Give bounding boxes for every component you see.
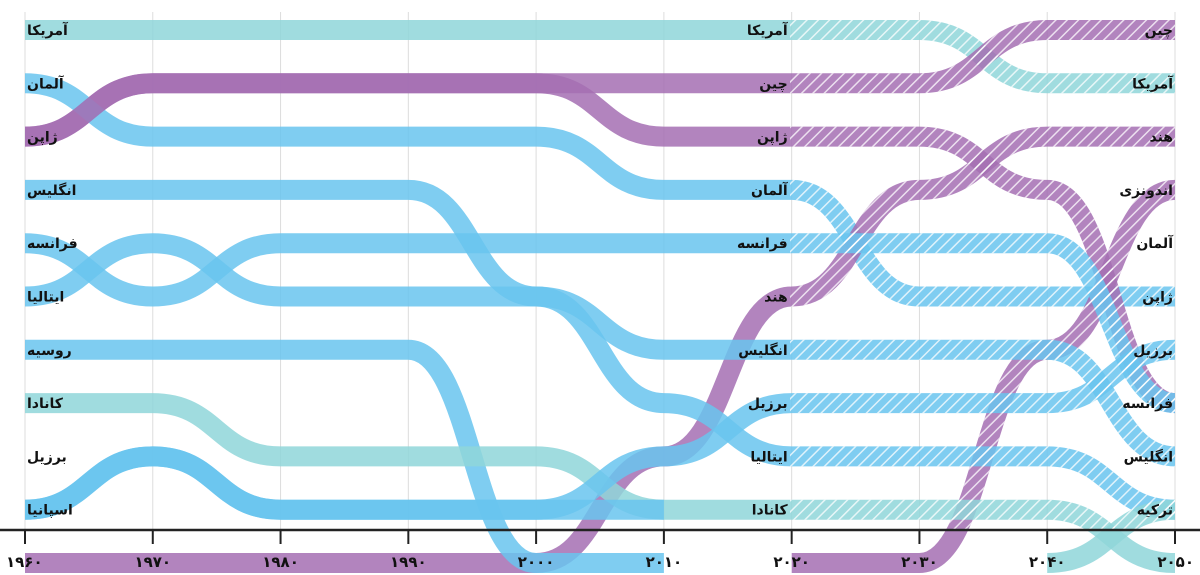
label-right-rank-7: برزیل xyxy=(1133,343,1173,359)
label-right-rank-3: هند xyxy=(1149,130,1173,146)
x-tick-label-2020: ۲۰۲۰ xyxy=(773,553,810,571)
series-projection-d8a7db8cd8aad8a7d984db8cd8a7 xyxy=(790,446,1176,520)
label-left-rank-3: ژاپن xyxy=(27,130,58,146)
x-tick-label-2050: ۲۰۵۰ xyxy=(1157,553,1194,571)
x-tick-label-2040: ۲۰۴۰ xyxy=(1029,553,1066,571)
label-left-rank-8: کانادا xyxy=(27,396,64,412)
label-right-rank-8: فرانسه xyxy=(1122,396,1173,412)
series-projection-d8a7d986daafd984db8cd8b3 xyxy=(790,339,1176,467)
series-band-d8a8d8b1d8b2db8cd984 xyxy=(24,339,1176,520)
label-right-rank-9: انگلیس xyxy=(1124,448,1173,465)
label-middle-rank-10: کانادا xyxy=(752,503,789,519)
label-middle-rank-9: ایتالیا xyxy=(750,449,787,465)
label-right-rank-2: آمریکا xyxy=(1132,74,1174,92)
x-axis: ۱۹۶۰ ۱۹۷۰ ۱۹۸۰ ۱۹۹۰ ۲۰۰۰ ۲۰۱۰ ۲۰۲۰ ۲۰۳۰ ۲۰۴۰ ۲۰۵۰ xyxy=(0,528,1200,571)
x-tick-label-1980: ۱۹۸۰ xyxy=(262,553,299,571)
series-projection-d987d986d8af xyxy=(790,126,1175,307)
label-right-rank-5: آلمان xyxy=(1136,234,1174,252)
x-tick-label-1960: ۱۹۶۰ xyxy=(6,553,43,571)
label-left-rank-5: فرانسه xyxy=(27,236,78,252)
series-projection-d981d8b1d8a7d986d8b3d987 xyxy=(790,233,1177,414)
label-middle-rank-5: فرانسه xyxy=(737,236,788,252)
series-projection-d8a8d8b1d8b2db8cd984 xyxy=(790,339,1176,414)
label-left-rank-9: برزیل xyxy=(27,449,67,465)
label-left-rank-7: روسیه xyxy=(27,343,72,359)
series-projection-d8aad8b1daa9db8cd987 xyxy=(1103,499,1176,530)
series-projection-d8a2d984d985d8a7d986 xyxy=(790,179,1175,307)
x-tick-label-2030: ۲۰۳۰ xyxy=(901,553,938,571)
x-tick-label-1970: ۱۹۷۰ xyxy=(134,553,171,571)
series-projection-daa9d8a7d986d8a7d8afd8a7 xyxy=(790,499,1120,530)
label-middle-rank-1: آمریکا xyxy=(747,21,789,39)
label-middle-rank-3: ژاپن xyxy=(757,130,788,146)
rank-labels: آمریکا آلمان ژاپن انگلیس فرانسه ایتالیا روسیه ک… xyxy=(27,21,1174,519)
label-middle-rank-7: انگلیس xyxy=(738,342,787,359)
projection-hatch-overlay xyxy=(790,19,1177,530)
series-projection-d8a7d986d8afd988d986d8b2db8c xyxy=(945,179,1177,530)
label-left-rank-6: ایتالیا xyxy=(27,290,64,306)
label-middle-rank-8: برزیل xyxy=(748,396,788,412)
series-projection-da86db8cd986 xyxy=(790,19,1175,94)
label-left-rank-4: انگلیس xyxy=(27,182,76,199)
series-band-d8b1d988d8b3db8cd987 xyxy=(25,339,664,574)
label-left-rank-2: آلمان xyxy=(27,74,65,92)
x-tick-label-1990: ۱۹۹۰ xyxy=(390,553,427,571)
label-right-rank-6: ژاپن xyxy=(1142,290,1173,306)
series-band-d8a7d8b3d9bed8a7d986db8cd8a7 xyxy=(24,446,664,520)
label-right-rank-4: اندونزی xyxy=(1119,183,1173,199)
series-projection-da98d8a7d9bed986 xyxy=(790,126,1177,414)
label-middle-rank-4: آلمان xyxy=(751,181,789,199)
x-tick-label-2000: ۲۰۰۰ xyxy=(518,553,555,571)
x-tick-label-2010: ۲۰۱۰ xyxy=(646,553,683,571)
label-right-rank-10: ترکیه xyxy=(1137,503,1173,519)
label-middle-rank-2: چین xyxy=(759,76,787,92)
label-left-rank-1: آمریکا xyxy=(27,21,69,39)
label-middle-rank-6: هند xyxy=(764,290,788,306)
label-right-rank-1: چین xyxy=(1145,23,1173,39)
gridlines xyxy=(24,12,1176,530)
label-left-rank-10: اسپانیا xyxy=(27,503,73,519)
